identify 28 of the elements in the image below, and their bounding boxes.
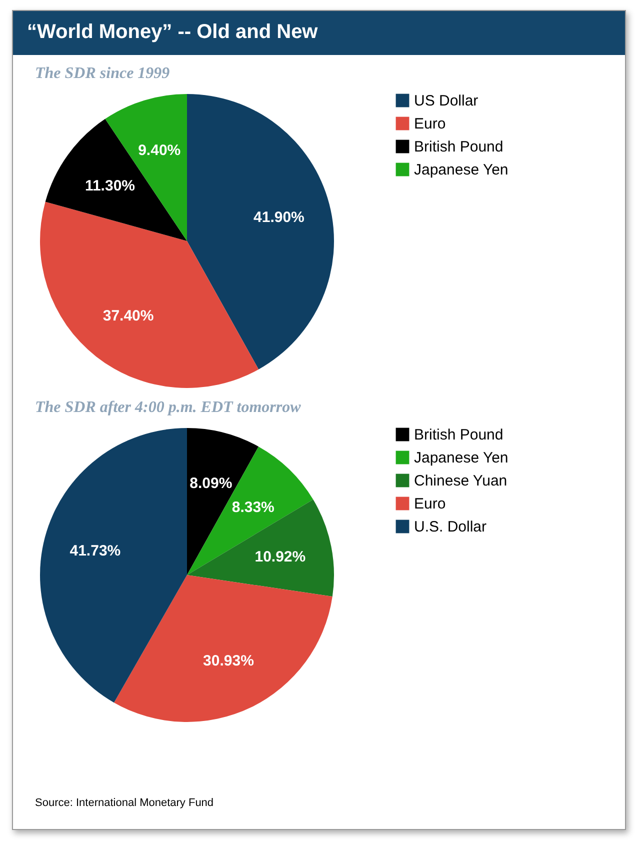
pie-slice xyxy=(187,446,314,575)
legend-label: U.S. Dollar xyxy=(414,518,487,536)
legend-label: US Dollar xyxy=(414,92,478,110)
legend-label: Japanese Yen xyxy=(414,162,508,178)
data-label: 41.90% xyxy=(254,209,304,226)
legend-label: Euro xyxy=(414,496,446,512)
data-label: 8.09% xyxy=(190,475,232,492)
chart-subtitle: The SDR after 4:00 p.m. EDT tomorrow xyxy=(34,398,302,417)
pie-slice xyxy=(187,94,334,370)
legend-label: Euro xyxy=(414,116,446,132)
pie-slice xyxy=(40,428,187,703)
chart-title: “World Money” -- Old and New xyxy=(13,11,625,55)
data-label: 9.40% xyxy=(138,142,181,160)
legend-label: Japanese Yen xyxy=(414,450,508,466)
legend-label: British Pound xyxy=(414,138,504,156)
legend-label: British Pound xyxy=(414,426,504,444)
data-label: 10.92% xyxy=(254,548,306,566)
source-note: Source: International Monetary Fund xyxy=(35,797,214,809)
data-label: 8.33% xyxy=(232,498,274,516)
data-label: 11.30% xyxy=(84,177,135,194)
pie-slice xyxy=(114,575,332,722)
legend-label: Chinese Yuan xyxy=(414,472,508,490)
chart-subtitle: The SDR since 1999 xyxy=(34,64,171,83)
data-label: 30.93% xyxy=(203,652,254,670)
pie-slice xyxy=(187,500,334,597)
data-label: 37.40% xyxy=(102,308,154,325)
pie-slice xyxy=(45,118,187,241)
data-label: 41.73% xyxy=(70,542,121,560)
